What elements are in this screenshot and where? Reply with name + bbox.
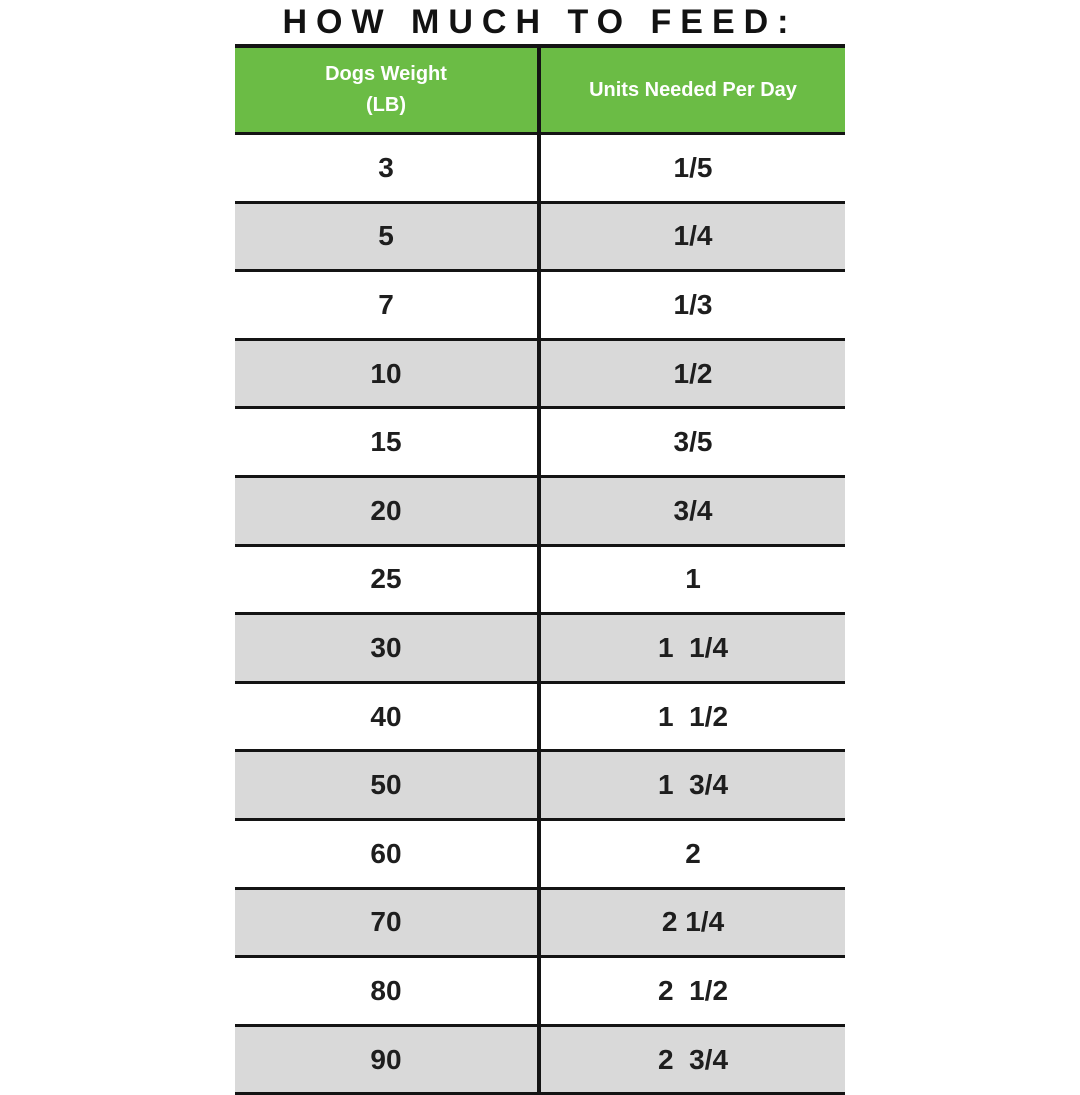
units-cell: 3/5 [673, 426, 713, 458]
table-row: 50 1 3/4 [235, 752, 845, 821]
table-row: 80 2 1/2 [235, 958, 845, 1027]
weight-cell: 25 [235, 546, 541, 613]
weight-cell: 40 [235, 683, 541, 750]
table-row: 10 1/2 [235, 340, 845, 410]
weight-cell: 30 [235, 615, 541, 681]
weight-cell: 10 [235, 340, 541, 407]
weight-cell: 90 [235, 1026, 541, 1093]
units-cell: 2 1/2 [657, 974, 729, 1006]
feeding-table: Dogs Weight (LB) Units Needed Per Day 3 1… [235, 44, 845, 1095]
weight-cell: 60 [235, 820, 541, 887]
units-cell: 3/4 [673, 494, 713, 526]
units-cell: 1 3/4 [657, 769, 729, 801]
units-cell: 1/3 [673, 288, 713, 320]
table-row: 25 1 [235, 546, 845, 616]
units-cell: 2 3/4 [657, 1043, 729, 1075]
units-cell: 1 1/4 [657, 631, 729, 663]
header-dogs-weight-line2: (LB) [366, 94, 406, 116]
weight-cell: 20 [235, 477, 541, 544]
units-cell: 2 [685, 837, 701, 869]
page-title: HOW MUCH TO FEED: [282, 3, 798, 41]
weight-cell: 15 [235, 409, 541, 475]
header-dogs-weight-line1: Dogs Weight [325, 63, 447, 85]
table-row: 60 2 [235, 820, 845, 890]
weight-cell: 5 [235, 203, 541, 270]
units-cell: 1 [685, 563, 701, 595]
table-row: 15 3/5 [235, 409, 845, 478]
table-header-row: Dogs Weight (LB) Units Needed Per Day [235, 44, 845, 135]
table-row: 90 2 3/4 [235, 1026, 845, 1095]
table-row: 30 1 1/4 [235, 615, 845, 684]
table-row: 5 1/4 [235, 203, 845, 273]
weight-cell: 80 [235, 958, 541, 1024]
units-cell: 1 1/2 [657, 700, 729, 732]
table-row: 70 2 1/4 [235, 889, 845, 959]
units-cell: 1/5 [673, 151, 713, 183]
table-body: 3 1/5 5 1/4 7 1/3 10 1/2 15 3/5 20 3/4 25 1 30 1 1/4 40 1… [235, 135, 845, 1095]
table-row: 20 3/4 [235, 477, 845, 547]
weight-cell: 50 [235, 752, 541, 818]
table-row: 40 1 1/2 [235, 683, 845, 753]
weight-cell: 3 [235, 135, 541, 201]
weight-cell: 7 [235, 272, 541, 338]
header-dogs-weight: Dogs Weight (LB) [235, 48, 541, 132]
table-row: 3 1/5 [235, 135, 845, 204]
header-units-per-day: Units Needed Per Day [589, 78, 797, 101]
units-cell: 1/4 [673, 220, 713, 252]
units-cell: 1/2 [673, 357, 713, 389]
units-cell: 2 1/4 [661, 906, 725, 938]
weight-cell: 70 [235, 889, 541, 956]
table-row: 7 1/3 [235, 272, 845, 341]
